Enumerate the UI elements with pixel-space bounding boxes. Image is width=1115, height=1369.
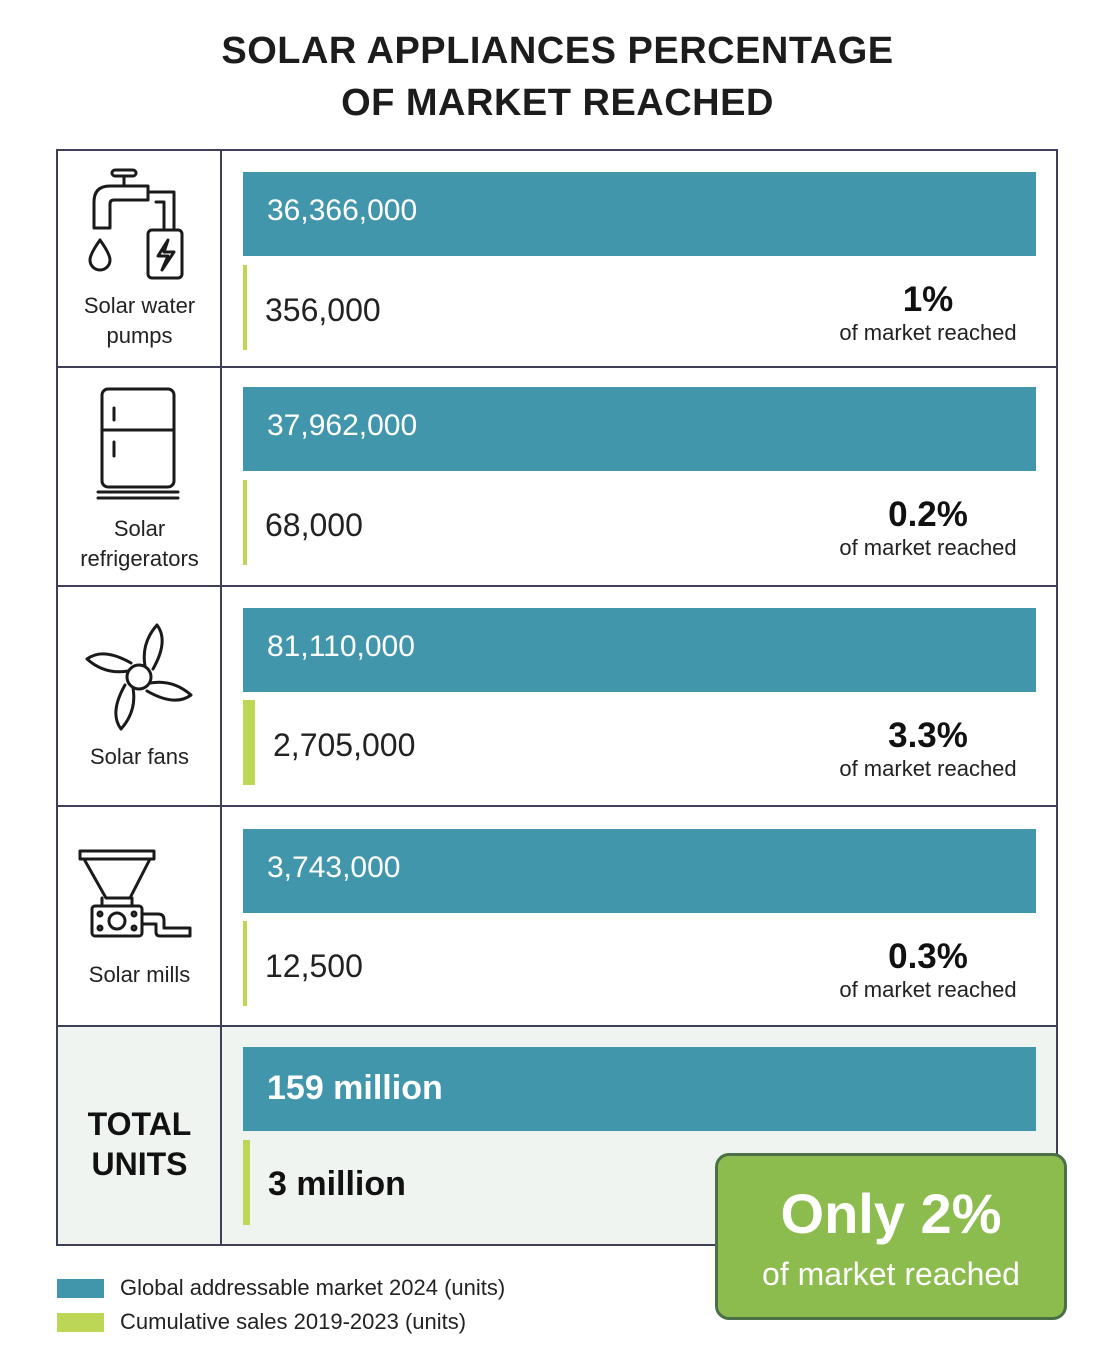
sales-value-label: 2,705,000 <box>273 727 416 763</box>
row-label-refrigerators: Solar refrigerators <box>58 514 221 574</box>
percent-reached: 3.3% <box>888 716 968 755</box>
refrigerator-icon <box>96 387 180 500</box>
fan-icon <box>85 623 193 731</box>
table-border-left <box>56 149 58 1246</box>
sales-value-label: 68,000 <box>265 507 363 543</box>
sales-bar <box>243 480 247 565</box>
market-bar: 81,110,000 <box>243 608 1036 692</box>
percent-reached: 0.2% <box>888 495 968 534</box>
market-bar: 3,743,000 <box>243 829 1036 913</box>
legend-swatch-market <box>57 1279 104 1298</box>
table-row-divider <box>56 1025 1058 1027</box>
market-bar: 36,366,000 <box>243 172 1036 256</box>
row-label-fans: Solar fans <box>58 742 221 772</box>
table-border-right <box>1056 149 1058 1246</box>
row-label-water-pumps: Solar water pumps <box>58 291 221 351</box>
sales-value-label-total: 3 million <box>268 1165 406 1203</box>
row-label-line: pumps <box>106 323 173 348</box>
table-row-divider <box>56 585 1058 587</box>
row-label-line: Solar water <box>83 293 196 318</box>
legend-label-market: Global addressable market 2024 (units) <box>120 1275 506 1300</box>
row-label-mills: Solar mills <box>58 960 221 990</box>
market-bar-total: 159 million <box>243 1047 1036 1131</box>
mill-icon <box>78 849 192 938</box>
legend-label-sales: Cumulative sales 2019-2023 (units) <box>120 1309 467 1334</box>
percent-reached: 1% <box>902 280 954 319</box>
market-value-label: 36,366,000 <box>267 194 418 227</box>
sales-bar <box>243 700 255 785</box>
chart-title-line1: SOLAR APPLIANCES PERCENTAGE <box>221 30 894 72</box>
percent-reached-caption: of market reached <box>839 977 1017 1002</box>
row-label-total: TOTAL UNITS <box>58 1104 221 1184</box>
row-label-line: Solar mills <box>88 962 191 987</box>
callout-percent: Only 2% <box>780 1182 1002 1245</box>
table-border-bottom <box>56 1244 1058 1246</box>
row-label-line: Solar fans <box>89 744 190 769</box>
sales-value-label: 12,500 <box>265 948 363 984</box>
market-value-label: 37,962,000 <box>267 409 418 442</box>
row-label-line: UNITS <box>91 1146 188 1182</box>
market-value-label: 81,110,000 <box>267 630 415 663</box>
table-row-divider <box>56 366 1058 368</box>
sales-bar <box>243 921 247 1006</box>
table-border-top <box>56 149 1058 151</box>
market-value-label: 159 million <box>267 1069 443 1107</box>
percent-reached-caption: of market reached <box>839 320 1017 345</box>
percent-reached-caption: of market reached <box>839 535 1017 560</box>
callout-caption: of market reached <box>762 1256 1020 1292</box>
market-value-label: 3,743,000 <box>267 851 401 884</box>
percent-reached: 0.3% <box>888 937 968 976</box>
sales-bar <box>243 265 247 350</box>
market-bar: 37,962,000 <box>243 387 1036 471</box>
row-label-line: Solar <box>113 516 166 541</box>
row-label-line: refrigerators <box>80 546 199 571</box>
sales-bar-total <box>243 1140 250 1225</box>
sales-value-label: 356,000 <box>265 292 381 328</box>
row-label-line: TOTAL <box>87 1106 192 1142</box>
legend-swatch-sales <box>57 1313 104 1332</box>
chart-title-line2: OF MARKET REACHED <box>341 82 774 124</box>
percent-reached-caption: of market reached <box>839 756 1017 781</box>
water-pump-icon <box>88 168 184 280</box>
total-percent-callout: Only 2% of market reached <box>715 1153 1067 1320</box>
table-row-divider <box>56 805 1058 807</box>
table-column-divider <box>220 149 222 1246</box>
